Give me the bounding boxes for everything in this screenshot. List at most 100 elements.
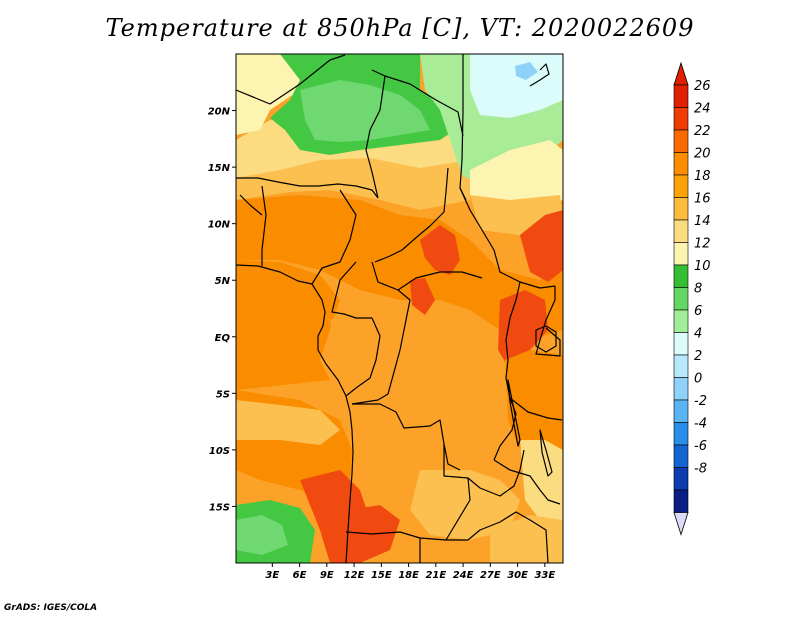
colorbar-swatch [673,197,689,221]
border-drc-east [493,281,521,461]
colorbar-label: -2 [694,394,707,409]
lon-tick-label: 9E [320,570,334,581]
longitude-axis: 3E 6E 9E 12E 15E 18E 21E 24E 27E 30E 33E [265,563,555,581]
field-hot-car [410,278,435,315]
field-ne-blue [515,62,538,80]
field-north-lightgreen [300,80,430,142]
lon-tick-label: 12E [344,570,365,581]
colorbar-swatch [673,309,689,333]
border-car [371,261,483,291]
border-mozambique [493,459,561,505]
colorbar-swatch [673,242,689,266]
border-cameroon [331,261,372,319]
field-se-pale [490,515,563,563]
colorbar-label: 20 [694,147,711,162]
colorbar-swatch [673,377,689,401]
border-congo [345,317,381,397]
latitude-axis: 20N 15N 10N 5N EQ 5S 10S 15S [208,107,236,513]
lon-tick-label: 15E [371,570,392,581]
border-zimbabwe [467,511,549,563]
lat-tick-label: 15N [208,163,231,174]
lon-tick-label: 18E [398,570,419,581]
border-chad-sudan [374,167,449,263]
lake-tanganyika [507,379,521,447]
colorbar-swatch [673,422,689,446]
colorbar-swatch [673,107,689,131]
colorbar-label: 0 [694,372,702,387]
field-hot-chad [420,225,460,275]
colorbar-swatch [673,489,689,513]
credit-text: GrADS: IGES/COLA [4,603,98,613]
field-cream-band [236,54,300,135]
colorbar-bottom-arrow [673,512,689,536]
colorbar-label: 26 [694,79,711,94]
country-borders [236,54,563,563]
colorbar-label: 6 [694,304,702,319]
field-congo-mid [330,300,505,420]
colorbar-swatch [673,444,689,468]
field-ne-cyan [470,54,563,118]
border-angola [352,403,461,471]
border-algeria-niger [236,54,346,105]
lat-tick-label: 20N [208,107,231,118]
colorbar-label: 22 [694,124,711,139]
colorbar-swatch [673,467,689,491]
field-sw-pale [236,400,340,445]
colorbar-swatch [673,152,689,176]
field-south-pale [410,470,520,540]
colorbar-swatch [673,399,689,423]
colorbar-label: 2 [694,349,702,364]
colorbar-swatch [673,219,689,243]
lat-tick-label: 10S [209,446,230,457]
colorbar-label: -4 [694,417,707,432]
colorbar-label: 16 [694,192,711,207]
lat-tick-label: 5N [215,276,231,287]
lat-tick-label: EQ [215,333,231,344]
colorbar-label: 12 [694,237,711,252]
border-nigeria [311,189,357,285]
map-title: Temperature at 850hPa [C], VT: 202002260… [105,14,695,42]
field-ne-cream [470,140,563,210]
field-se-light [520,440,563,520]
colorbar-label: 18 [694,169,711,184]
colorbar-swatch [673,129,689,153]
lon-tick-label: 21E [425,570,446,581]
field-hot-east [520,210,563,282]
field-central-warm [236,195,563,340]
lon-tick-label: 3E [265,570,279,581]
colorbar-label: 4 [694,327,702,342]
coastline [236,264,354,563]
lon-tick-label: 33E [534,570,555,581]
border-tanzania [509,397,563,421]
colorbar-label: 24 [694,102,711,117]
colorbar-label: 8 [694,282,702,297]
border-libya [384,75,464,137]
colorbar-swatch [673,354,689,378]
colorbar-top-arrow [673,61,689,86]
lon-tick-label: 30E [507,570,528,581]
colorbar-label: -6 [694,439,707,454]
lat-tick-label: 10N [208,220,231,231]
colorbar-label: 10 [694,259,711,274]
field-central-warm-band [236,260,340,390]
field-hot-lakes [498,290,548,370]
colorbar-label: 14 [694,214,711,229]
lon-tick-label: 6E [293,570,307,581]
temperature-field [236,54,563,563]
border-angola-south [345,531,468,541]
colorbar-label: -8 [694,462,707,477]
border-west-sahel [236,177,379,199]
colorbar-swatch [673,84,689,108]
colorbar-swatch [673,174,689,198]
lake-victoria [535,325,557,353]
nile-trace [529,63,550,87]
border-sudan-south [459,187,556,289]
lon-tick-label: 27E [480,570,501,581]
lake-malawi [539,429,553,477]
lat-tick-label: 15S [209,502,230,513]
colorbar-swatch [673,332,689,356]
border-burkina [239,194,263,216]
border-benin-togo [261,185,267,266]
